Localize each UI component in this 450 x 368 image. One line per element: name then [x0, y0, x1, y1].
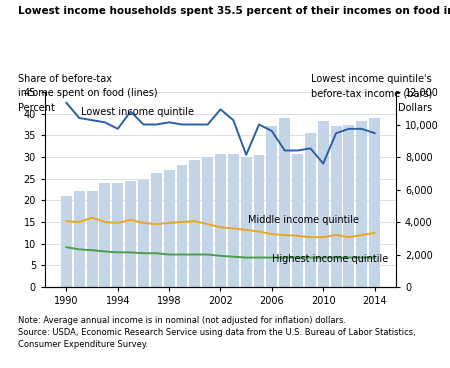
Bar: [176, 165, 188, 287]
Bar: [253, 155, 265, 287]
Bar: [356, 121, 367, 287]
Text: before-tax income (bars): before-tax income (bars): [310, 88, 432, 98]
Bar: [279, 118, 290, 287]
Bar: [292, 154, 303, 287]
Bar: [125, 181, 136, 287]
Bar: [189, 160, 200, 287]
Bar: [331, 126, 342, 287]
Bar: [215, 154, 226, 287]
Text: Lowest income quintile: Lowest income quintile: [81, 107, 194, 117]
Bar: [369, 118, 380, 287]
Bar: [164, 170, 175, 287]
Bar: [343, 124, 354, 287]
Text: Percent: Percent: [18, 103, 55, 113]
Bar: [318, 121, 328, 287]
Bar: [74, 191, 85, 287]
Bar: [112, 183, 123, 287]
Text: Share of before-tax: Share of before-tax: [18, 74, 112, 84]
Bar: [87, 191, 98, 287]
Bar: [99, 183, 110, 287]
Bar: [228, 154, 239, 287]
Text: income spent on food (lines): income spent on food (lines): [18, 88, 158, 98]
Bar: [138, 180, 149, 287]
Bar: [61, 196, 72, 287]
Bar: [151, 173, 162, 287]
Text: Lowest income households spent 35.5 percent of their incomes on food in 2014: Lowest income households spent 35.5 perc…: [18, 6, 450, 15]
Bar: [266, 126, 277, 287]
Text: Dollars: Dollars: [398, 103, 432, 113]
Bar: [241, 157, 252, 287]
Text: Middle income quintile: Middle income quintile: [248, 215, 360, 225]
Text: Highest income quintile: Highest income quintile: [271, 254, 388, 264]
Bar: [305, 132, 316, 287]
Text: Lowest income quintile's: Lowest income quintile's: [311, 74, 432, 84]
Text: Note: Average annual income is in nominal (not adjusted for inflation) dollars.
: Note: Average annual income is in nomina…: [18, 316, 416, 349]
Bar: [202, 157, 213, 287]
